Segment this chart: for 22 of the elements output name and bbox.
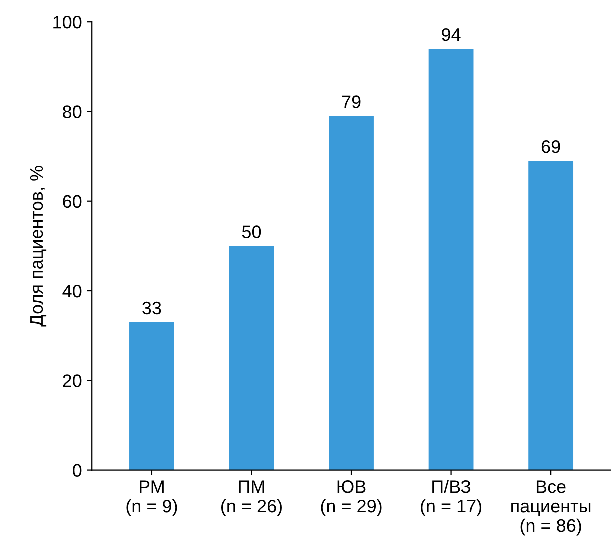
data-label: 94 — [442, 28, 461, 42]
x-tick-label: ЮВ (n = 29) — [321, 480, 382, 516]
y-tick-label: 80 — [63, 106, 82, 118]
data-label: 50 — [242, 226, 262, 238]
y-tick-label: 100 — [54, 16, 82, 29]
bar — [329, 116, 374, 470]
bar — [528, 161, 574, 470]
bar — [229, 246, 274, 470]
x-tick-label: Все пациенты (n = 86) — [512, 480, 591, 536]
data-label: 79 — [342, 96, 361, 108]
y-tick-label: 40 — [62, 284, 82, 298]
x-tick-label: ПМ (n = 26) — [222, 480, 282, 516]
x-tick-label: РМ (n = 9) — [126, 480, 178, 516]
data-label: 33 — [142, 302, 162, 315]
y-axis-title: Доля пациентов, % — [30, 166, 47, 327]
y-tick-label: 60 — [63, 195, 82, 208]
x-tick-label: П/ВЗ (n = 17) — [421, 480, 482, 516]
bar — [130, 322, 174, 470]
data-label: 69 — [542, 140, 560, 154]
bar — [428, 48, 474, 470]
y-tick-label: 20 — [63, 374, 82, 388]
y-tick-label: 0 — [73, 464, 82, 478]
